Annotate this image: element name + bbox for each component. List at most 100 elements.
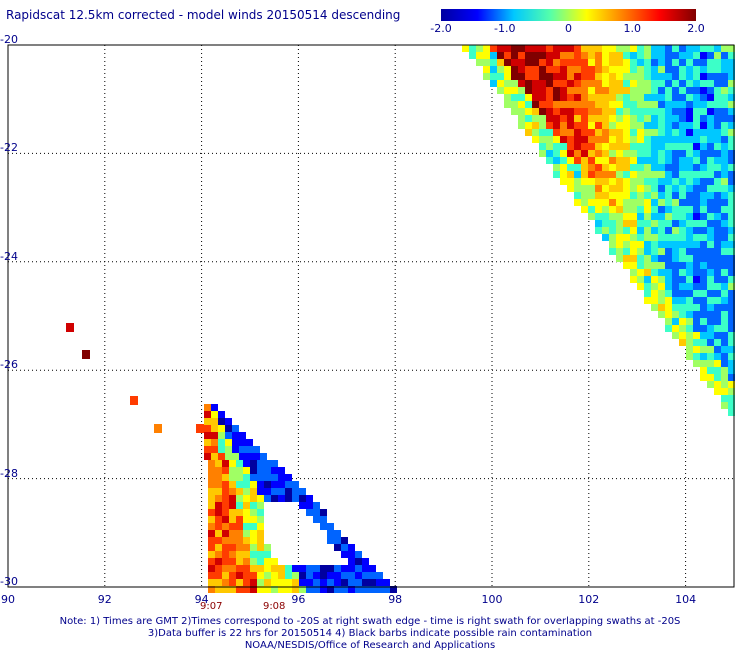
wind-cell	[271, 495, 278, 502]
wind-cell	[313, 565, 320, 572]
wind-cell	[225, 418, 232, 425]
wind-cell	[728, 276, 735, 283]
wind-cell	[651, 192, 658, 199]
wind-cell	[700, 367, 707, 374]
wind-cell	[588, 66, 595, 73]
wind-cell	[525, 45, 532, 52]
wind-cell	[721, 241, 728, 248]
wind-cell	[581, 45, 588, 52]
wind-cell	[658, 73, 665, 80]
wind-cell	[672, 150, 679, 157]
wind-cell	[483, 59, 490, 66]
wind-cell	[229, 544, 236, 551]
wind-cell	[236, 467, 243, 474]
wind-cell	[595, 122, 602, 129]
wind-cell	[490, 73, 497, 80]
wind-cell	[581, 80, 588, 87]
wind-cell	[239, 432, 246, 439]
wind-cell	[693, 234, 700, 241]
wind-cell	[714, 192, 721, 199]
wind-cell	[644, 150, 651, 157]
wind-cell	[616, 115, 623, 122]
wind-cell	[721, 262, 728, 269]
wind-cell	[532, 129, 539, 136]
wind-cell	[497, 87, 504, 94]
wind-cell	[721, 206, 728, 213]
wind-cell	[728, 269, 735, 276]
wind-cell	[616, 206, 623, 213]
wind-cell	[327, 579, 334, 586]
wind-cell	[721, 339, 728, 346]
wind-cell	[525, 52, 532, 59]
wind-cell	[490, 45, 497, 52]
wind-cell	[595, 94, 602, 101]
wind-cell	[609, 73, 616, 80]
wind-cell	[285, 474, 292, 481]
wind-cell	[700, 318, 707, 325]
wind-cell	[651, 129, 658, 136]
longitude-tick-label: 102	[578, 593, 600, 606]
wind-cell	[348, 572, 355, 579]
wind-cell	[511, 52, 518, 59]
wind-cell	[616, 199, 623, 206]
wind-cell	[686, 206, 693, 213]
wind-cell	[714, 360, 721, 367]
wind-cell	[588, 94, 595, 101]
wind-cell	[686, 143, 693, 150]
wind-cell	[567, 185, 574, 192]
wind-cell	[609, 192, 616, 199]
wind-cell	[644, 192, 651, 199]
wind-cell	[623, 248, 630, 255]
wind-cell	[504, 101, 511, 108]
wind-cell	[355, 565, 362, 572]
wind-cell	[588, 52, 595, 59]
wind-cell	[693, 241, 700, 248]
wind-cell	[229, 460, 236, 467]
wind-cell	[623, 192, 630, 199]
wind-cell	[595, 136, 602, 143]
wind-cell	[728, 381, 735, 388]
wind-cell	[644, 157, 651, 164]
wind-cell	[285, 586, 292, 593]
wind-cell	[574, 94, 581, 101]
wind-cell	[250, 565, 257, 572]
wind-cell	[707, 213, 714, 220]
wind-cell	[595, 220, 602, 227]
wind-cell	[665, 311, 672, 318]
wind-cell	[721, 199, 728, 206]
wind-cell	[721, 143, 728, 150]
wind-cell	[686, 297, 693, 304]
wind-cell	[651, 150, 658, 157]
wind-cell	[257, 586, 264, 593]
wind-cell	[257, 467, 264, 474]
wind-cell	[658, 255, 665, 262]
wind-cell	[250, 467, 257, 474]
wind-cell	[581, 150, 588, 157]
wind-cell	[686, 171, 693, 178]
wind-cell	[665, 164, 672, 171]
wind-cell	[651, 276, 658, 283]
wind-cell	[672, 304, 679, 311]
wind-cell	[672, 185, 679, 192]
wind-cell	[623, 129, 630, 136]
wind-cell	[686, 80, 693, 87]
wind-cell	[236, 481, 243, 488]
wind-cell	[218, 425, 225, 432]
wind-cell	[264, 586, 271, 593]
wind-cell	[616, 45, 623, 52]
wind-cell	[637, 59, 644, 66]
colorbar	[441, 9, 696, 21]
wind-cell	[686, 325, 693, 332]
wind-cell	[525, 87, 532, 94]
wind-cell	[476, 45, 483, 52]
wind-cell	[644, 122, 651, 129]
wind-cell	[588, 80, 595, 87]
wind-cell	[637, 269, 644, 276]
wind-cell	[222, 516, 229, 523]
wind-cell	[686, 283, 693, 290]
wind-cell	[567, 157, 574, 164]
wind-cell	[728, 94, 735, 101]
wind-cell	[609, 94, 616, 101]
wind-cell	[211, 439, 218, 446]
wind-cell	[602, 66, 609, 73]
